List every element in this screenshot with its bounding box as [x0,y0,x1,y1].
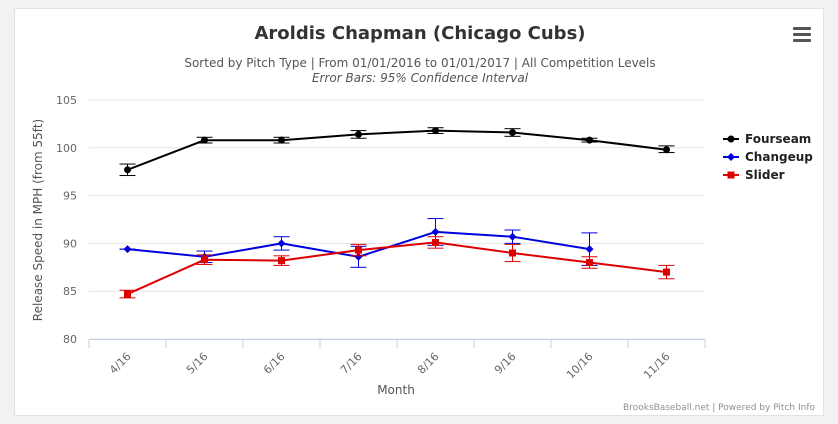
y-tick-label: 95 [63,190,77,203]
legend-label-changeup: Changeup [745,150,813,164]
legend-symbol-marker-slider [727,171,735,179]
data-point-slider [586,259,593,267]
x-tick-label: 7/16 [338,350,365,377]
x-tick-label: 11/16 [641,350,673,382]
data-point-changeup [354,252,363,261]
axis-layer: 80 85 90 95 100 105 4/16 5/16 6/16 7/16 8/16 9/16 10… [56,94,706,382]
series-slider [119,236,675,299]
chart-subtitle: Sorted by Pitch Type | From 01/01/2016 t… [184,56,655,70]
data-point-fourseam [586,136,593,144]
grid-layer [89,99,705,340]
legend-label-fourseam: Fourseam [745,132,811,146]
chart-svg: Aroldis Chapman (Chicago Cubs) Sorted by… [31,23,815,413]
legend-item-changeup[interactable]: Changeup [723,150,813,164]
legend-label-slider: Slider [745,168,785,182]
data-point-changeup [431,227,440,236]
legend-item-fourseam[interactable]: Fourseam [723,132,811,146]
series-layer [119,127,675,299]
y-axis-label: Release Speed in MPH (from 55ft) [31,119,45,321]
x-tick-label: 10/16 [564,350,596,382]
data-point-slider [355,246,362,254]
data-point-fourseam [201,136,208,144]
chart-credits[interactable]: BrooksBaseball.net | Powered by Pitch In… [623,403,815,413]
y-tick-label: 80 [63,333,77,346]
data-point-changeup [508,232,517,241]
legend-item-slider[interactable]: Slider [723,168,785,182]
chart-title: Aroldis Chapman (Chicago Cubs) [254,23,585,44]
data-point-slider [432,238,439,246]
x-tick-label: 9/16 [492,350,519,377]
data-point-changeup [585,245,594,254]
data-point-slider [663,268,670,276]
x-tick-label: 5/16 [184,350,211,377]
y-tick-label: 105 [56,94,77,107]
series-line-fourseam [127,129,667,171]
chart-subtitle-error-bars: Error Bars: 95% Confidence Interval [312,71,529,85]
data-point-changeup [123,245,132,254]
y-tick-label: 85 [63,285,77,298]
data-point-fourseam [663,146,670,154]
y-tick-label: 90 [63,237,77,250]
hamburger-icon-bar [793,39,811,42]
chart-menu-button[interactable] [793,27,811,43]
data-point-slider [509,249,516,257]
legend-symbol-marker-fourseam [727,135,735,143]
hamburger-icon-bar [793,27,811,30]
data-point-slider [201,256,208,264]
x-tick-label: 8/16 [415,350,442,377]
data-point-changeup [277,239,286,248]
chart-card: Aroldis Chapman (Chicago Cubs) Sorted by… [14,8,824,416]
x-axis-label: Month [377,383,415,397]
data-point-fourseam [278,136,285,144]
data-point-slider [124,290,131,298]
x-tick-label: 4/16 [107,350,134,377]
hamburger-icon-bar [793,33,811,36]
data-point-slider [278,257,285,265]
series-line-slider [127,241,667,296]
legend[interactable]: Fourseam Changeup Slider [723,132,813,182]
data-point-fourseam [432,127,439,135]
data-point-fourseam [124,166,131,174]
data-point-fourseam [509,129,516,137]
x-tick-label: 6/16 [261,350,288,377]
data-point-fourseam [355,130,362,138]
legend-symbol-marker-changeup [727,153,735,161]
y-tick-label: 100 [56,142,77,155]
series-fourseam [119,127,675,177]
